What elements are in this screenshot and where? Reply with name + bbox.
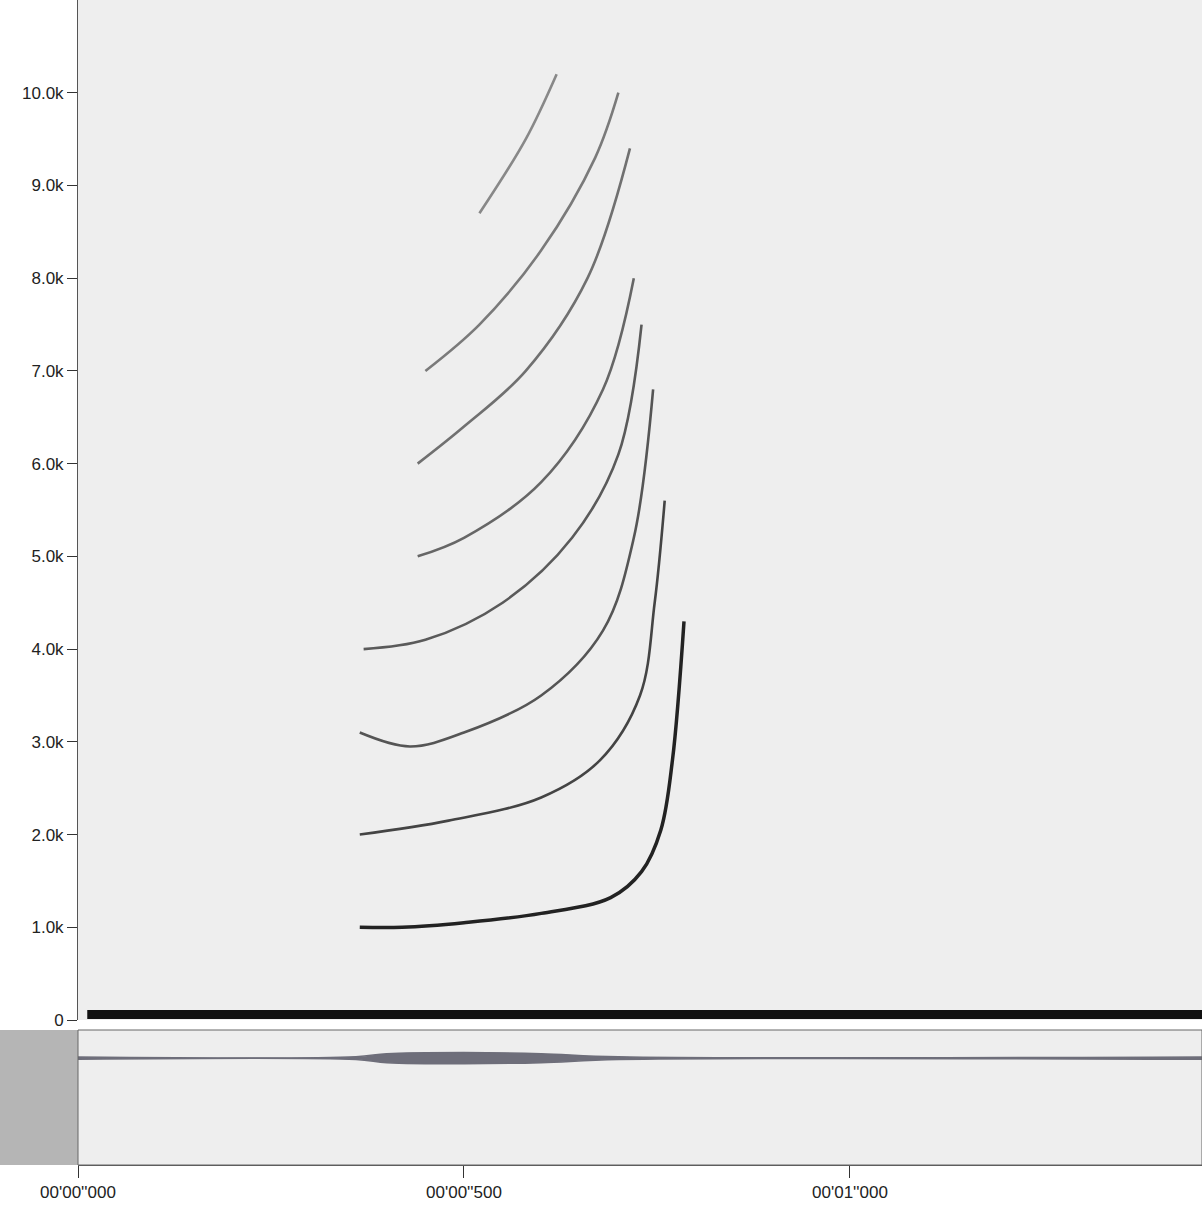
svg-text:4.0k: 4.0k [31,640,64,659]
svg-text:6.0k: 6.0k [31,455,64,474]
svg-text:2.0k: 2.0k [31,826,64,845]
svg-text:00'01''000: 00'01''000 [812,1183,888,1202]
svg-text:00'00''500: 00'00''500 [426,1183,502,1202]
svg-text:5.0k: 5.0k [31,547,64,566]
svg-text:0: 0 [54,1011,63,1030]
svg-text:9.0k: 9.0k [31,176,64,195]
svg-text:8.0k: 8.0k [31,269,64,288]
svg-text:00'00''000: 00'00''000 [40,1183,116,1202]
svg-text:7.0k: 7.0k [31,362,64,381]
svg-text:10.0k: 10.0k [22,84,64,103]
svg-text:1.0k: 1.0k [31,918,64,937]
svg-text:3.0k: 3.0k [31,733,64,752]
